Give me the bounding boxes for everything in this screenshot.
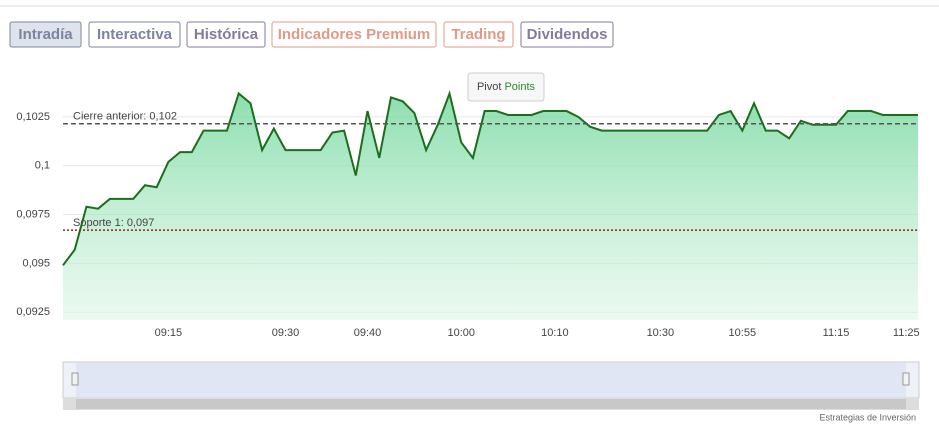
tab-label[interactable]: Trading: [451, 26, 505, 43]
reference-label: Cierre anterior: 0,102: [73, 111, 177, 123]
x-tick-label: 11:15: [823, 327, 850, 339]
navigator-range[interactable]: [76, 362, 906, 398]
tab-label[interactable]: Interactiva: [97, 26, 173, 43]
tab-label[interactable]: Dividendos: [527, 26, 608, 43]
navigator-handle[interactable]: [71, 372, 79, 386]
y-tick-label: 0,0925: [16, 306, 50, 318]
tab-box[interactable]: [9, 21, 82, 48]
pivot-box[interactable]: [467, 72, 545, 102]
y-tick-label: 0,1025: [16, 111, 50, 123]
tab-box[interactable]: [186, 21, 266, 48]
pivot-label[interactable]: Pivot Points: [477, 81, 536, 93]
tab[interactable]: Intradía: [9, 21, 82, 48]
x-tick-label: 10:30: [647, 327, 675, 339]
tab-label[interactable]: Intradía: [18, 26, 73, 43]
tab-label[interactable]: Indicadores Premium: [278, 26, 431, 43]
reference-label: Soporte 1: 0,097: [73, 217, 154, 229]
tab[interactable]: Trading: [443, 21, 514, 48]
tab[interactable]: Dividendos: [520, 21, 614, 48]
x-tick-label: 09:15: [155, 327, 183, 339]
x-tick-label: 10:00: [447, 327, 475, 339]
tab-box[interactable]: [443, 21, 514, 48]
y-tick-label: 0,095: [22, 257, 50, 269]
tab[interactable]: Indicadores Premium: [271, 21, 437, 48]
pivot-button[interactable]: Pivot Points: [467, 72, 545, 102]
x-tick-label: 10:55: [729, 327, 757, 339]
x-tick-label: 10:10: [541, 327, 569, 339]
x-tick-label: 11:25: [893, 327, 920, 339]
area: [63, 93, 918, 320]
tab[interactable]: Interactiva: [88, 21, 181, 48]
tab-box[interactable]: [88, 21, 181, 48]
tab[interactable]: Histórica: [186, 21, 266, 48]
line: [62, 90, 918, 266]
y-tick-label: 0,0975: [16, 208, 50, 220]
points-word[interactable]: Points: [504, 81, 535, 93]
tab-box[interactable]: [520, 21, 614, 48]
navigator-handle[interactable]: [902, 372, 910, 386]
scrollbar-thumb[interactable]: [76, 399, 906, 409]
pivot-word[interactable]: Pivot: [477, 81, 501, 93]
credit: Estrategias de Inversión: [819, 412, 916, 422]
x-tick-label: 09:40: [354, 327, 382, 339]
y-tick-label: 0,1: [35, 160, 50, 172]
tab-box[interactable]: [271, 21, 437, 48]
tab-label[interactable]: Histórica: [194, 26, 259, 43]
plot: 0,0925 0,095 0,0975 0,1 0,1025 09:15 09:30 09:4…: [16, 90, 920, 397]
x-tick-label: 09:30: [272, 327, 300, 339]
